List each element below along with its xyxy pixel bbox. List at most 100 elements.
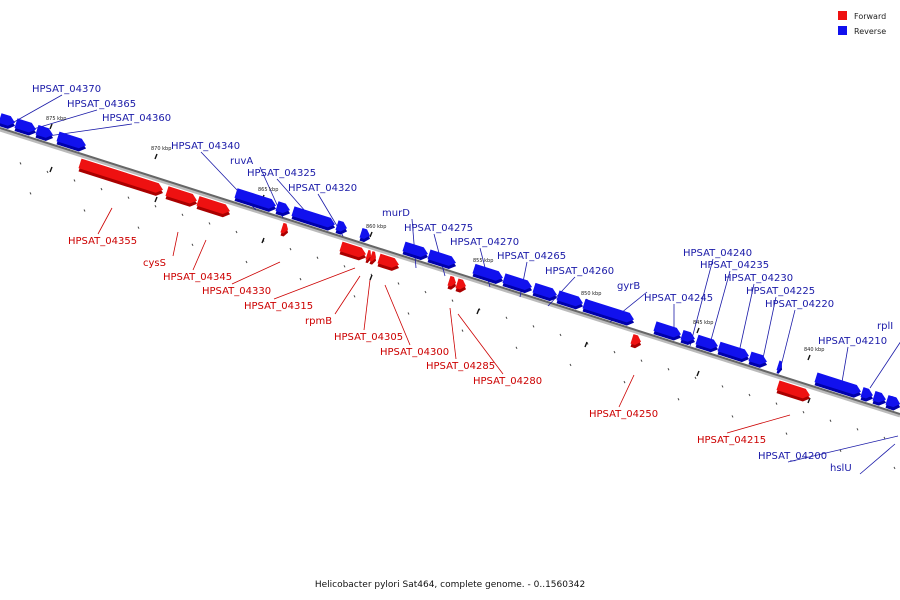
leader-line	[457, 313, 504, 375]
gene-HPSAT_04320[interactable]	[335, 220, 350, 236]
minor-tick	[461, 329, 464, 332]
leader-line	[449, 307, 457, 360]
minor-tick	[397, 282, 400, 285]
minor-tick	[515, 346, 518, 350]
gene-ruvA[interactable]	[275, 201, 293, 218]
gene-label: HPSAT_04370	[32, 84, 101, 95]
gene-arrow	[888, 396, 900, 408]
gene-arrow	[365, 249, 371, 261]
gene-label: HPSAT_04300	[380, 347, 449, 358]
gene-HPSAT_04340[interactable]	[234, 188, 279, 213]
major-tick	[49, 123, 53, 130]
gene-label: HPSAT_04275	[404, 223, 473, 234]
gene-arrow	[56, 131, 86, 149]
leader-line	[761, 296, 777, 364]
minor-tick	[424, 290, 427, 294]
gene-mraY[interactable]	[359, 227, 373, 244]
gene-murD[interactable]	[402, 241, 431, 262]
leader-line	[273, 267, 356, 300]
gene-HPSAT_04220[interactable]	[776, 360, 785, 374]
gene-arrow	[872, 390, 886, 403]
gene-HPSAT_04360[interactable]	[35, 124, 56, 143]
gene-HPSAT_04355[interactable]	[78, 158, 166, 198]
genome-axis	[0, 127, 900, 418]
gene-rplI[interactable]	[860, 387, 876, 403]
gene-HPSAT_04210[interactable]	[814, 372, 864, 400]
gene-HPSAT_04230[interactable]	[717, 341, 752, 364]
minor-tick	[785, 432, 788, 435]
gene-unnamed[interactable]	[872, 390, 889, 408]
gene-label: HPSAT_04240	[683, 248, 752, 259]
minor-tick	[46, 170, 49, 174]
gene-arrow	[447, 275, 456, 287]
leader-line	[787, 435, 899, 463]
gene-unnamed[interactable]	[556, 290, 586, 312]
minor-tick	[299, 277, 302, 281]
gene-hslU[interactable]	[888, 396, 900, 412]
gene-arrow	[369, 251, 376, 262]
gene-HPSAT_04300[interactable]	[377, 253, 402, 273]
gene-arrow	[776, 380, 810, 399]
gene-label: hslU	[830, 463, 852, 474]
gene-HPSAT_04280[interactable]	[455, 278, 469, 294]
gene-HPSAT_04370[interactable]	[0, 113, 17, 130]
gene-HPSAT_04245[interactable]	[653, 321, 684, 342]
leader-line	[707, 270, 731, 352]
minor-tick	[883, 436, 886, 440]
gene-HPSAT_04325[interactable]	[291, 206, 338, 232]
gene-HPSAT_04260[interactable]	[532, 282, 560, 303]
gene-HPSAT_04285[interactable]	[447, 275, 459, 291]
gene-label: HPSAT_04315	[244, 301, 313, 312]
gene-label: HPSAT_04365	[67, 99, 136, 110]
gene-HPSAT_04265[interactable]	[502, 273, 535, 295]
gene-unnamed[interactable]	[56, 131, 89, 154]
gene-arrow	[339, 241, 367, 258]
gene-label: HPSAT_04245	[644, 293, 713, 304]
gene-arrow	[748, 351, 768, 365]
position-tick-label: 840 kbp	[804, 347, 824, 353]
position-tick-label: 855 kbp	[473, 258, 493, 264]
minor-tick	[748, 393, 751, 397]
minor-tick	[721, 385, 724, 388]
position-tick-label: 845 kbp	[693, 320, 713, 326]
gene-HPSAT_04215[interactable]	[776, 380, 813, 403]
gene-HPSAT_04275[interactable]	[427, 249, 459, 271]
gene-arrow	[234, 188, 276, 209]
gene-HPSAT_04225[interactable]	[748, 351, 770, 370]
leader-line	[334, 275, 361, 315]
gene-arrow	[556, 290, 584, 307]
major-tick	[807, 354, 811, 361]
gene-HPSAT_04250[interactable]	[630, 334, 644, 350]
gene-label: HPSAT_04230	[724, 273, 793, 284]
gene-gyrB[interactable]	[582, 298, 637, 328]
gene-HPSAT_04305[interactable]	[369, 251, 379, 265]
gene-label: HPSAT_04360	[102, 113, 171, 124]
leader-line	[618, 374, 635, 408]
gene-arrow	[0, 113, 16, 126]
gene-label: murD	[382, 208, 410, 219]
gene-HPSAT_04270[interactable]	[472, 263, 506, 286]
leader-line	[689, 258, 714, 347]
gene-HPSAT_04330[interactable]	[280, 222, 291, 238]
leader-line	[363, 279, 371, 331]
gene-HPSAT_04365[interactable]	[14, 118, 39, 137]
minor-tick	[829, 419, 832, 422]
gene-arrow	[165, 186, 198, 204]
gene-HPSAT_04240[interactable]	[680, 329, 698, 347]
minor-tick	[505, 316, 508, 320]
leader-line	[869, 341, 900, 389]
leader-line	[726, 414, 791, 434]
gene-HPSAT_04315[interactable]	[339, 241, 369, 263]
minor-tick	[83, 209, 86, 212]
gene-HPSAT_04345[interactable]	[196, 196, 233, 219]
gene-arrow	[280, 222, 288, 234]
minor-tick	[137, 226, 140, 229]
minor-tick	[73, 179, 76, 182]
gene-cysS[interactable]	[165, 186, 200, 208]
gene-arrow	[472, 263, 503, 281]
gene-label: HPSAT_04210	[818, 336, 887, 347]
gene-HPSAT_04235[interactable]	[695, 334, 721, 354]
minor-tick	[235, 230, 238, 234]
gene-label: HPSAT_04345	[163, 272, 232, 283]
